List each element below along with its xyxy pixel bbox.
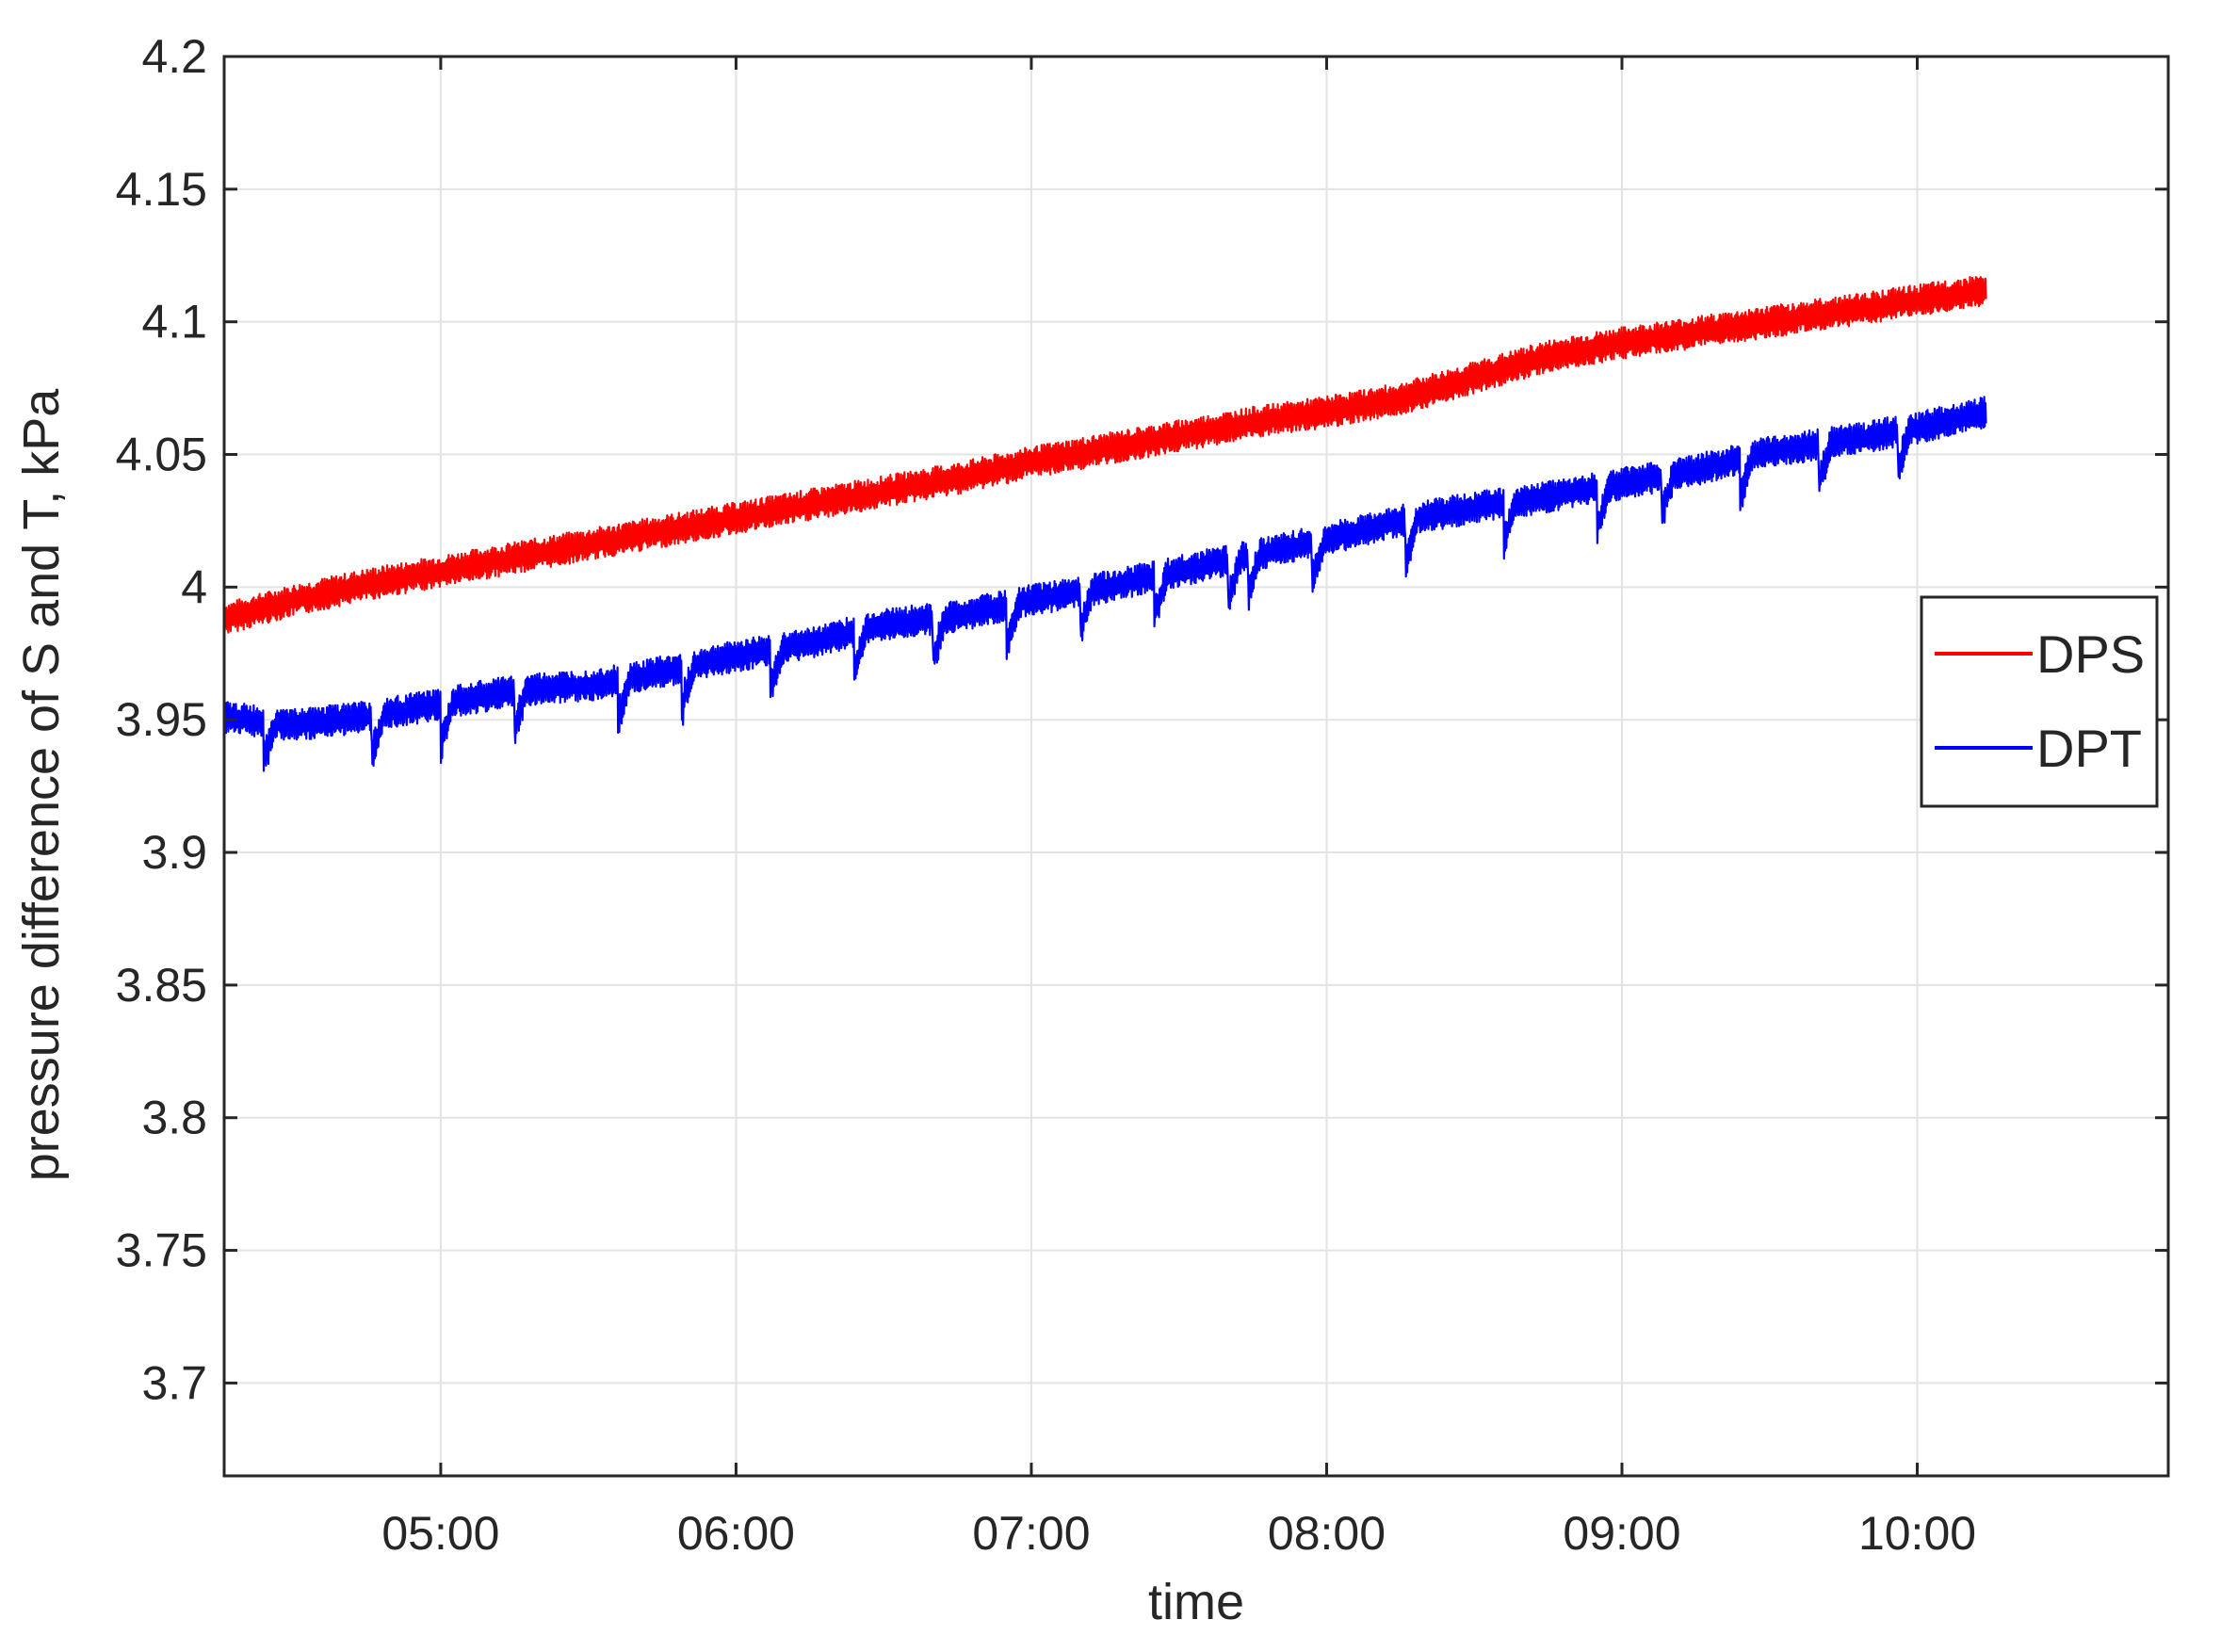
series-line-dpt (222, 396, 1987, 772)
legend: DPS DPT (1920, 595, 2159, 808)
x-tick-label: 06:00 (677, 1507, 795, 1560)
y-tick-label: 4.1 (141, 296, 207, 348)
y-tick-label: 4.05 (116, 429, 207, 481)
y-axis-label: pressure difference of S and T, kPa (13, 388, 70, 1181)
x-tick-label: 07:00 (972, 1507, 1090, 1560)
x-tick-label: 09:00 (1563, 1507, 1680, 1560)
legend-label-dpt: DPT (2036, 719, 2142, 778)
legend-box (1920, 595, 2159, 808)
x-tick-label: 05:00 (381, 1507, 499, 1560)
y-tick-label: 4.2 (141, 30, 207, 83)
y-tick-label: 3.75 (116, 1224, 207, 1277)
y-tick-label: 3.85 (116, 959, 207, 1012)
x-tick-label: 08:00 (1268, 1507, 1386, 1560)
plot-area-frame (222, 55, 2170, 1478)
y-tick-label: 3.8 (141, 1092, 207, 1144)
series-line-dps (222, 276, 1987, 634)
grid (224, 56, 2168, 1476)
y-tick-label: 3.95 (116, 693, 207, 746)
series-layer (222, 276, 1987, 772)
axis-ticks (224, 55, 2168, 1476)
y-tick-label: 3.7 (141, 1356, 207, 1409)
axis-tick-labels: 4.2 4.15 4.1 4.05 4 3.95 3.9 3.85 3.8 3.75 3.7 05:0… (116, 30, 1976, 1560)
y-tick-label: 4.15 (116, 163, 207, 216)
y-tick-label: 3.9 (141, 826, 207, 879)
legend-label-dps: DPS (2036, 624, 2145, 684)
x-axis-label: time (1148, 1574, 1244, 1630)
x-tick-label: 10:00 (1858, 1507, 1976, 1560)
y-tick-label: 4 (181, 560, 207, 613)
